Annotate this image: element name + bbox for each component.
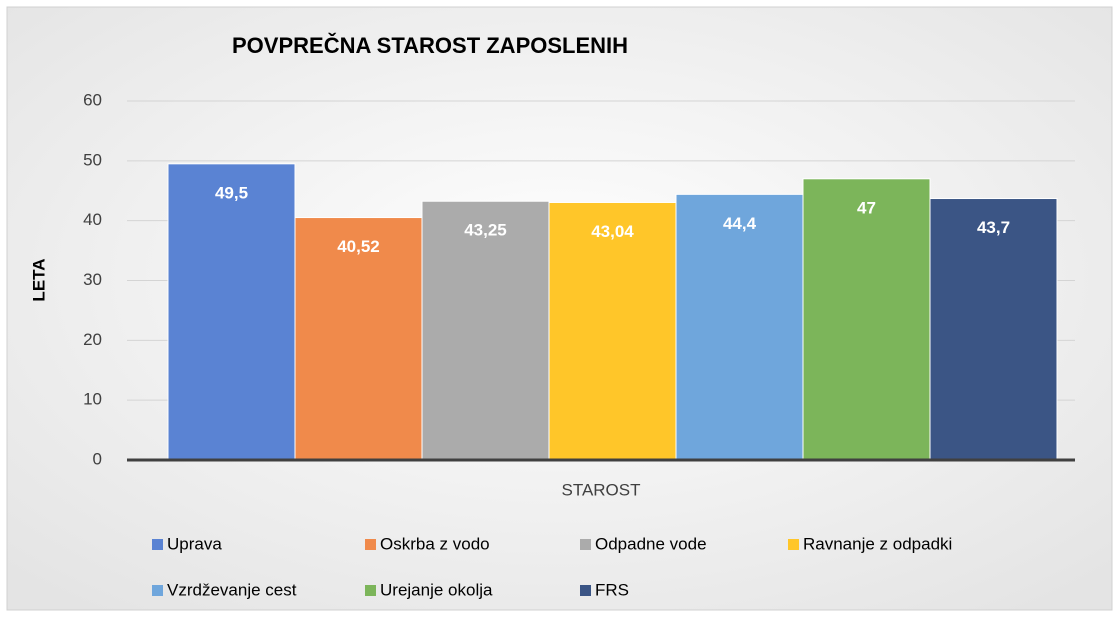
y-tick-label: 10 bbox=[83, 390, 102, 409]
bar bbox=[548, 201, 677, 461]
legend-label: Ravnanje z odpadki bbox=[803, 534, 952, 553]
value-label: 43,04 bbox=[591, 222, 634, 241]
legend-swatch bbox=[152, 585, 163, 596]
bar bbox=[675, 193, 804, 461]
value-label: 49,5 bbox=[215, 183, 248, 202]
y-axis-label: LETA bbox=[29, 258, 48, 301]
legend-swatch bbox=[580, 539, 591, 550]
value-label: 43,7 bbox=[977, 218, 1010, 237]
bar bbox=[929, 198, 1058, 461]
legend-swatch bbox=[580, 585, 591, 596]
legend-label: Urejanje okolja bbox=[380, 580, 493, 599]
bar bbox=[802, 178, 931, 461]
y-tick-label: 40 bbox=[83, 210, 102, 229]
value-label: 47 bbox=[857, 198, 876, 217]
value-label: 44,4 bbox=[723, 214, 757, 233]
legend-label: Odpadne vode bbox=[595, 534, 707, 553]
chart-title: POVPREČNA STAROST ZAPOSLENIH bbox=[232, 33, 628, 58]
value-label: 40,52 bbox=[337, 237, 380, 256]
bar bbox=[167, 163, 296, 461]
legend-swatch bbox=[365, 539, 376, 550]
bar bbox=[294, 217, 423, 461]
legend-label: Uprava bbox=[167, 534, 222, 553]
legend-swatch bbox=[365, 585, 376, 596]
bar bbox=[421, 200, 550, 461]
legend-swatch bbox=[788, 539, 799, 550]
y-tick-label: 0 bbox=[93, 449, 102, 468]
legend-label: Oskrba z vodo bbox=[380, 534, 490, 553]
legend-label: FRS bbox=[595, 580, 629, 599]
y-tick-label: 20 bbox=[83, 330, 102, 349]
legend-swatch bbox=[152, 539, 163, 550]
value-label: 43,25 bbox=[464, 221, 507, 240]
y-tick-label: 60 bbox=[83, 90, 102, 109]
y-tick-label: 50 bbox=[83, 150, 102, 169]
legend-label: Vzrdževanje cest bbox=[167, 580, 297, 599]
y-tick-label: 30 bbox=[83, 270, 102, 289]
x-tick-label: STAROST bbox=[561, 480, 640, 499]
